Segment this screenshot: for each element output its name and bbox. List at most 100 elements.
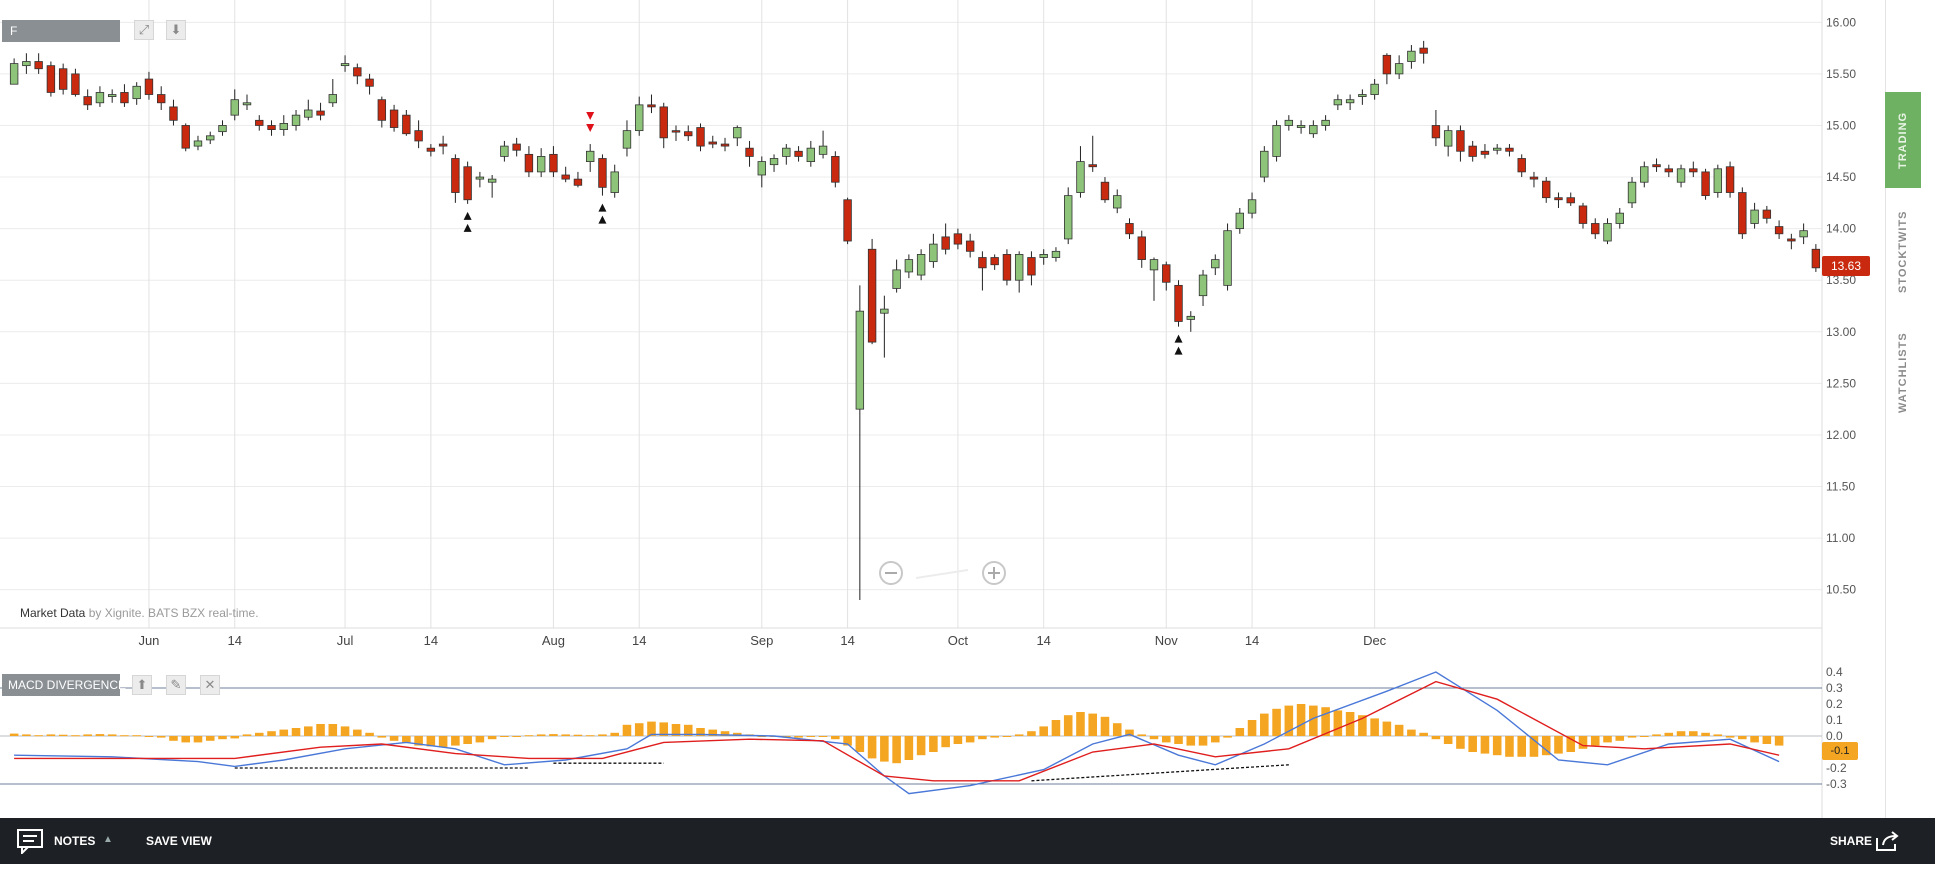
share-button[interactable]: SHARE (1830, 834, 1873, 848)
macd-histogram-bar (463, 736, 472, 744)
macd-histogram-layer (9, 704, 1784, 764)
candle-up (1076, 161, 1085, 193)
candle-up (536, 156, 546, 173)
x-tick-label: Dec (1363, 633, 1387, 648)
remove-indicator-button[interactable]: ✕ (200, 675, 220, 695)
notes-icon[interactable] (16, 828, 46, 854)
candle-down (831, 156, 840, 183)
macd-histogram-bar (1027, 731, 1036, 736)
macd-histogram-bar (1419, 732, 1428, 736)
candle-up (1443, 130, 1453, 147)
macd-histogram-bar (1529, 736, 1539, 757)
candle-up (733, 127, 742, 139)
macd-histogram-bar (929, 736, 938, 752)
candle-down (1456, 130, 1465, 152)
candles-layer (9, 40, 1821, 600)
candle-up (1345, 99, 1355, 104)
macd-histogram-bar (1639, 736, 1649, 737)
macd-y-tick-label: 0.2 (1826, 697, 1843, 711)
candle-down (965, 240, 975, 252)
save-view-button[interactable]: SAVE VIEW (146, 834, 212, 848)
macd-histogram-bar (1321, 707, 1330, 736)
macd-histogram-bar (205, 736, 215, 741)
macd-histogram-bar (965, 736, 975, 743)
sell-signal-marker (586, 112, 595, 121)
macd-y-tick-label: 0.3 (1826, 681, 1843, 695)
download-button[interactable]: ⬇ (166, 20, 186, 40)
candle-down (1689, 168, 1698, 173)
macd-histogram-bar (156, 736, 166, 738)
candle-up (22, 61, 31, 67)
candle-up (1149, 259, 1159, 271)
macd-histogram-bar (953, 736, 963, 744)
candle-down (1468, 145, 1477, 157)
tab-watchlists[interactable]: WATCHLISTS (1885, 318, 1921, 428)
macd-histogram-bar (904, 736, 914, 760)
price-y-tick-label: 13.50 (1826, 273, 1856, 287)
macd-histogram-bar (279, 729, 289, 736)
candle-down (1554, 197, 1563, 201)
macd-histogram-bar (1468, 736, 1477, 752)
macd-histogram-bar (1689, 731, 1698, 736)
macd-histogram-bar (1076, 712, 1085, 736)
macd-histogram-bar (916, 736, 926, 756)
ticker-label[interactable]: F (2, 20, 120, 42)
edit-indicator-button[interactable]: ✎ (166, 675, 186, 695)
macd-histogram-bar (267, 731, 276, 736)
candle-down (1419, 47, 1428, 54)
candle-up (218, 125, 227, 133)
macd-histogram-bar (71, 735, 80, 737)
candle-up (193, 140, 203, 147)
macd-histogram-bar (1590, 736, 1600, 746)
candle-down (377, 99, 387, 121)
expand-button[interactable]: ⤢ (134, 20, 154, 40)
candle-down (549, 153, 558, 173)
macd-line (14, 671, 1780, 795)
macd-histogram-bar (610, 732, 619, 736)
candle-up (242, 102, 252, 106)
candle-down (684, 131, 693, 137)
candle-down (1701, 171, 1710, 197)
macd-histogram-bar (181, 736, 191, 743)
macd-histogram-bar (120, 735, 129, 737)
macd-histogram-bar (107, 734, 117, 736)
macd-histogram-bar (1296, 704, 1306, 736)
candle-down (745, 147, 754, 157)
candle-up (855, 310, 865, 410)
buy-signal-marker (463, 211, 472, 220)
chevron-up-icon[interactable]: ▲ (103, 834, 113, 845)
candle-down (1002, 254, 1012, 281)
price-y-tick-label: 14.00 (1826, 222, 1856, 236)
share-icon[interactable] (1874, 830, 1902, 852)
macd-histogram-bar (1309, 705, 1318, 736)
candle-up (1676, 168, 1686, 183)
candle-down (671, 130, 681, 133)
macd-last-flag: -0.1 (1822, 742, 1858, 760)
macd-histogram-bar (1603, 736, 1612, 743)
tab-trading[interactable]: TRADING (1885, 92, 1921, 188)
indicator-label[interactable]: MACD DIVERGENCE (2, 674, 126, 696)
candle-down (157, 94, 166, 104)
macd-histogram-bar (1664, 732, 1674, 736)
zoom-slider[interactable] (916, 569, 968, 579)
candle-up (132, 85, 141, 100)
macd-histogram-bar (1260, 713, 1269, 736)
macd-y-tick-label: -0.2 (1826, 761, 1847, 775)
candle-down (365, 78, 374, 87)
up-arrow-icon: ⬆ (136, 677, 148, 692)
candle-down (58, 68, 68, 90)
candle-up (610, 171, 619, 193)
zoom-control[interactable] (879, 561, 1006, 585)
candle-up (782, 147, 791, 157)
candle-down (1774, 226, 1784, 235)
notes-button[interactable]: NOTES (54, 834, 96, 848)
candle-down (181, 125, 190, 149)
macd-histogram-bar (193, 736, 203, 743)
move-up-button[interactable]: ⬆ (132, 675, 152, 695)
candle-down (708, 141, 717, 145)
tab-stocktwits[interactable]: STOCKTWITS (1885, 198, 1921, 306)
macd-histogram-bar (1701, 732, 1710, 736)
macd-histogram-bar (1333, 710, 1343, 736)
